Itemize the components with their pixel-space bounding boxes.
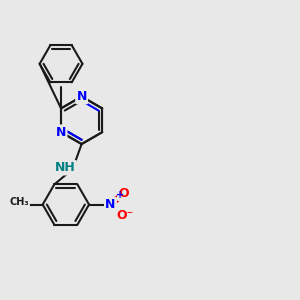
Text: +: + [116, 190, 124, 200]
Text: CH₃: CH₃ [9, 197, 29, 208]
Text: O: O [18, 198, 29, 211]
Text: N: N [105, 198, 116, 211]
Text: O⁻: O⁻ [116, 209, 134, 222]
Text: NH: NH [55, 161, 75, 174]
Text: N: N [56, 126, 66, 139]
Text: N: N [76, 90, 87, 103]
Text: O: O [118, 187, 129, 200]
